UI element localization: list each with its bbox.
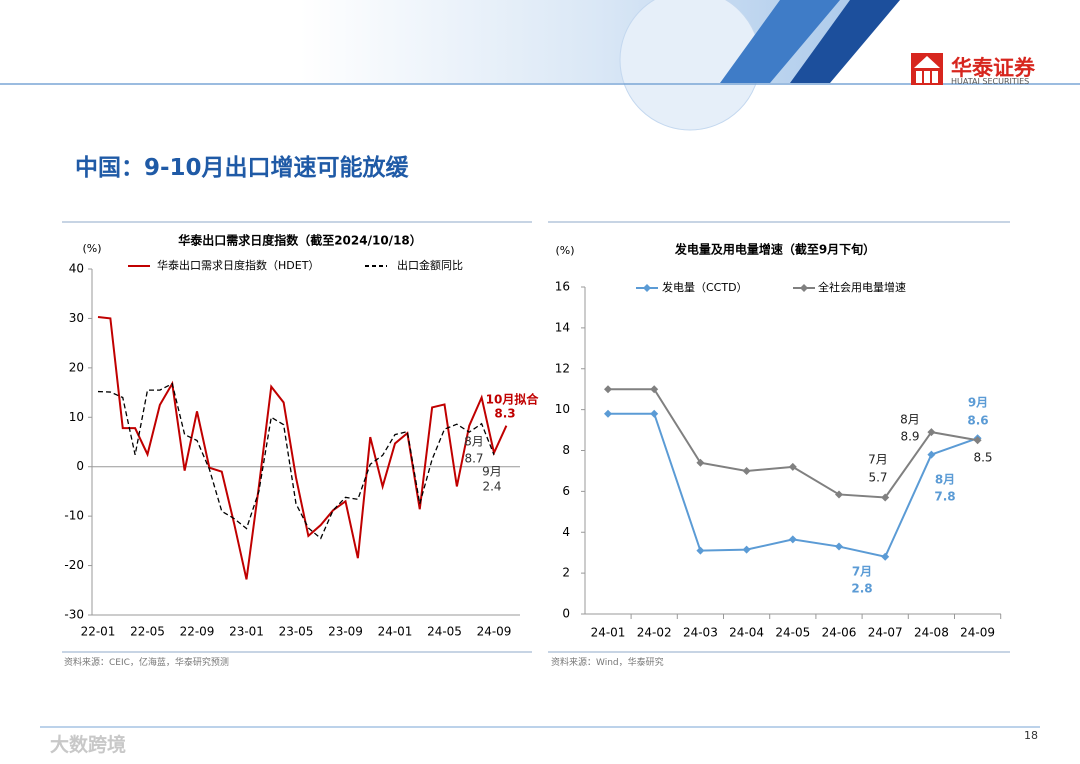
legend-marker	[643, 284, 651, 292]
logo-en: HUATAI SECURITIES	[951, 77, 1030, 86]
x-tick-label: 24-01	[378, 625, 413, 639]
data-label: 8.3	[494, 407, 515, 421]
y-tick-label: 10	[69, 410, 84, 424]
legend-label: 华泰出口需求日度指数（HDET）	[157, 258, 319, 272]
data-label: 8.5	[973, 451, 992, 465]
chart-title: 发电量及用电量增速（截至9月下旬）	[674, 242, 875, 257]
point	[604, 409, 612, 418]
annotation: 9月	[482, 465, 502, 479]
point	[927, 450, 936, 459]
watermark: 大数跨境	[50, 734, 127, 756]
page-number: 18	[1024, 729, 1038, 742]
y-unit: (%)	[82, 242, 101, 255]
header-stripe	[720, 0, 840, 83]
x-tick-label: 22-05	[130, 625, 165, 639]
y-tick-label: 0	[562, 607, 570, 621]
y-unit: (%)	[555, 244, 574, 257]
y-tick-label: 40	[69, 262, 84, 276]
series-line	[608, 412, 978, 558]
x-tick-label: 24-03	[683, 626, 718, 640]
header-stripe	[790, 0, 900, 83]
source: 资料来源：Wind，华泰研究	[551, 658, 664, 668]
point	[835, 490, 843, 499]
x-tick-label: 22-01	[81, 625, 116, 639]
series-line	[97, 382, 495, 540]
annotation: 10月拟合	[486, 392, 540, 407]
y-tick-label: -20	[64, 558, 84, 572]
x-tick-label: 24-09	[960, 626, 995, 640]
annotation: 7月	[852, 565, 872, 579]
point	[973, 436, 982, 445]
data-label: 8.6	[967, 414, 988, 428]
x-tick-label: 24-01	[591, 626, 626, 640]
y-tick-label: 10	[555, 402, 570, 416]
y-tick-label: 20	[69, 360, 84, 374]
series-line	[97, 315, 508, 580]
annotation: 9月	[968, 396, 988, 410]
legend-label: 出口金额同比	[397, 258, 463, 272]
slide-title: 中国：9-10月出口增速可能放缓	[75, 155, 409, 181]
point	[696, 546, 705, 555]
point	[742, 466, 751, 475]
y-tick-label: 16	[555, 280, 570, 294]
x-tick-label: 24-06	[822, 626, 857, 640]
y-tick-label: 4	[562, 525, 570, 539]
legend-label: 全社会用电量增速	[818, 280, 906, 294]
data-label: 8.9	[900, 430, 919, 444]
annotation: 7月	[868, 453, 888, 467]
y-tick-label: 0	[76, 459, 84, 473]
data-label: 8.7	[464, 452, 483, 466]
data-label: 2.4	[482, 480, 501, 494]
x-tick-label: 24-02	[637, 626, 672, 640]
x-tick-label: 23-01	[229, 625, 264, 639]
point	[788, 462, 797, 471]
point	[927, 428, 936, 437]
x-tick-label: 24-09	[477, 625, 512, 639]
x-tick-label: 24-05	[427, 625, 462, 639]
point	[742, 545, 751, 554]
point	[788, 535, 797, 544]
logo-cn: 华泰证券	[951, 56, 1035, 80]
y-tick-label: 2	[562, 566, 570, 580]
annotation: 8月	[900, 413, 920, 427]
point	[650, 385, 659, 394]
x-tick-label: 23-05	[279, 625, 314, 639]
x-tick-label: 24-05	[775, 626, 810, 640]
source: 资料来源：CEIC，亿海蓝，华泰研究预测	[64, 658, 229, 668]
annotation: 8月	[464, 435, 484, 449]
y-tick-label: 12	[555, 361, 570, 375]
y-tick-label: 30	[69, 311, 84, 325]
point	[881, 552, 890, 561]
y-tick-label: 6	[562, 484, 570, 498]
point	[881, 493, 890, 502]
y-tick-label: 8	[562, 443, 570, 457]
point	[604, 385, 612, 394]
x-tick-label: 24-08	[914, 626, 949, 640]
x-tick-label: 23-09	[328, 625, 363, 639]
legend-label: 发电量（CCTD）	[662, 280, 748, 294]
data-label: 5.7	[868, 471, 887, 485]
point	[835, 542, 843, 551]
data-label: 2.8	[851, 582, 872, 596]
x-tick-label: 22-09	[180, 625, 215, 639]
y-tick-label: -30	[64, 608, 84, 622]
annotation: 8月	[935, 473, 955, 487]
x-tick-label: 24-07	[868, 626, 903, 640]
point	[650, 409, 659, 418]
x-tick-label: 24-04	[729, 626, 764, 640]
chart-title: 华泰出口需求日度指数（截至2024/10/18）	[178, 233, 422, 248]
logo-icon	[911, 53, 943, 85]
data-label: 7.8	[934, 490, 955, 504]
y-tick-label: -10	[64, 509, 84, 523]
legend-marker	[800, 284, 808, 292]
y-tick-label: 14	[555, 320, 570, 334]
point	[696, 458, 705, 467]
